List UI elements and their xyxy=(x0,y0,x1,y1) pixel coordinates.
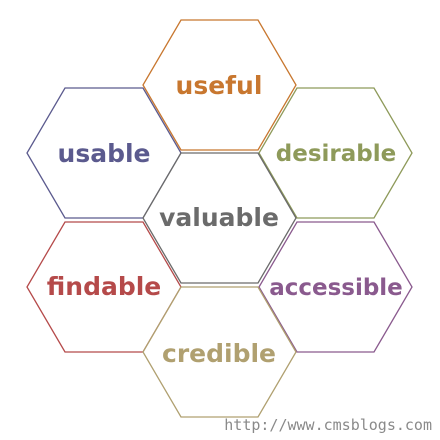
watermark-url: http://www.cmsblogs.com xyxy=(224,416,432,434)
hex-desirable-label: desirable xyxy=(276,141,396,167)
hex-useful-outline xyxy=(142,19,297,151)
hex-useful: useful xyxy=(142,19,297,151)
hex-valuable: valuable xyxy=(142,152,297,284)
hex-desirable-outline xyxy=(258,87,413,219)
hex-usable-label: usable xyxy=(58,139,151,168)
hex-credible-outline xyxy=(142,286,297,418)
hex-desirable: desirable xyxy=(258,87,413,219)
hex-valuable-label: valuable xyxy=(159,203,279,232)
hex-credible: credible xyxy=(142,286,297,418)
hex-findable: findable xyxy=(26,221,182,353)
hex-usable: usable xyxy=(26,87,182,219)
hex-accessible-outline xyxy=(258,221,413,353)
hex-useful-label: useful xyxy=(176,71,263,100)
hex-accessible-label: accessible xyxy=(269,275,403,301)
hex-valuable-outline xyxy=(142,152,297,284)
hex-credible-label: credible xyxy=(162,339,276,368)
hex-accessible: accessible xyxy=(258,221,413,353)
hex-findable-label: findable xyxy=(47,272,162,301)
